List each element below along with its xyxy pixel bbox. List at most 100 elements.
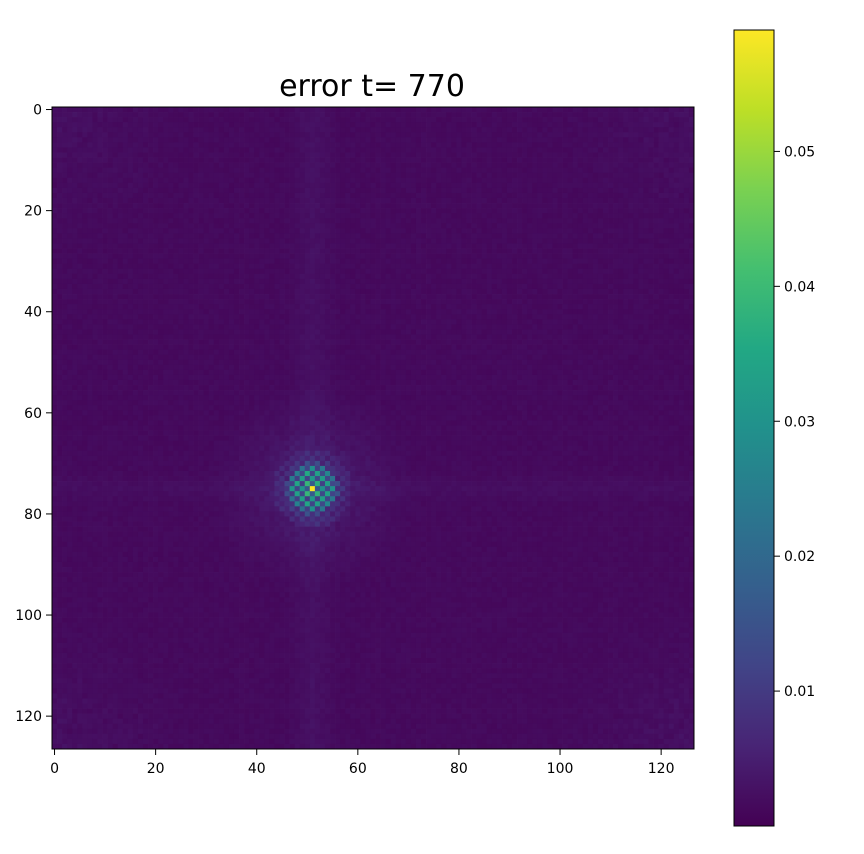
heatmap-cell	[477, 153, 482, 158]
heatmap-cell	[249, 163, 254, 168]
heatmap-cell	[320, 269, 325, 274]
heatmap-cell	[158, 218, 163, 223]
heatmap-cell	[143, 294, 148, 299]
heatmap-cell	[431, 279, 436, 284]
heatmap-cell	[618, 183, 623, 188]
heatmap-cell	[628, 193, 633, 198]
heatmap-cell	[143, 158, 148, 163]
heatmap-cell	[128, 137, 133, 142]
heatmap-cell	[67, 142, 72, 147]
heatmap-cell	[679, 238, 684, 243]
heatmap-cell	[183, 153, 188, 158]
heatmap-cell	[108, 208, 113, 213]
heatmap-cell	[654, 188, 659, 193]
heatmap-cell	[593, 142, 598, 147]
heatmap-cell	[113, 264, 118, 269]
heatmap-cell	[285, 289, 290, 294]
heatmap-cell	[487, 249, 492, 254]
heatmap-cell	[325, 208, 330, 213]
heatmap-cell	[527, 284, 532, 289]
heatmap-cell	[234, 117, 239, 122]
heatmap-cell	[472, 183, 477, 188]
heatmap-cell	[573, 173, 578, 178]
heatmap-cell	[229, 228, 234, 233]
heatmap-cell	[113, 183, 118, 188]
heatmap-cell	[401, 173, 406, 178]
heatmap-cell	[290, 117, 295, 122]
heatmap-cell	[456, 188, 461, 193]
heatmap-cell	[654, 163, 659, 168]
heatmap-cell	[285, 264, 290, 269]
heatmap-cell	[411, 178, 416, 183]
heatmap-cell	[82, 173, 87, 178]
heatmap-cell	[431, 183, 436, 188]
heatmap-cell	[376, 213, 381, 218]
heatmap-cell	[77, 243, 82, 248]
heatmap-cell	[537, 188, 542, 193]
heatmap-cell	[542, 117, 547, 122]
heatmap-cell	[396, 294, 401, 299]
heatmap-cell	[654, 137, 659, 142]
heatmap-cell	[153, 198, 158, 203]
heatmap-cell	[52, 254, 57, 259]
heatmap-cell	[360, 228, 365, 233]
heatmap-cell	[204, 112, 209, 117]
heatmap-cell	[487, 158, 492, 163]
heatmap-cell	[573, 208, 578, 213]
heatmap-cell	[310, 243, 315, 248]
heatmap-cell	[456, 284, 461, 289]
heatmap-cell	[370, 213, 375, 218]
heatmap-cell	[613, 158, 618, 163]
heatmap-cell	[456, 153, 461, 158]
heatmap-cell	[163, 158, 168, 163]
heatmap-cell	[92, 168, 97, 173]
heatmap-cell	[649, 132, 654, 137]
heatmap-cell	[401, 163, 406, 168]
heatmap-cell	[264, 279, 269, 284]
heatmap-cell	[532, 173, 537, 178]
heatmap-cell	[684, 289, 689, 294]
heatmap-cell	[376, 208, 381, 213]
heatmap-cell	[340, 142, 345, 147]
heatmap-cell	[654, 117, 659, 122]
heatmap-cell	[608, 188, 613, 193]
heatmap-cell	[532, 147, 537, 152]
heatmap-cell	[254, 153, 259, 158]
heatmap-cell	[502, 112, 507, 117]
heatmap-cell	[244, 218, 249, 223]
heatmap-cell	[118, 228, 123, 233]
heatmap-cell	[674, 112, 679, 117]
heatmap-cell	[472, 208, 477, 213]
heatmap-cell	[461, 223, 466, 228]
heatmap-cell	[608, 208, 613, 213]
heatmap-cell	[188, 284, 193, 289]
heatmap-cell	[194, 243, 199, 248]
heatmap-cell	[370, 243, 375, 248]
heatmap-cell	[178, 294, 183, 299]
heatmap-cell	[224, 147, 229, 152]
heatmap-cell	[67, 173, 72, 178]
heatmap-cell	[547, 183, 552, 188]
heatmap-cell	[269, 112, 274, 117]
heatmap-cell	[406, 132, 411, 137]
heatmap-cell	[62, 127, 67, 132]
heatmap-cell	[497, 117, 502, 122]
heatmap-cell	[269, 198, 274, 203]
heatmap-cell	[290, 254, 295, 259]
heatmap-cell	[502, 132, 507, 137]
heatmap-cell	[563, 279, 568, 284]
heatmap-cell	[477, 213, 482, 218]
heatmap-cell	[381, 284, 386, 289]
heatmap-cell	[421, 289, 426, 294]
heatmap-cell	[77, 203, 82, 208]
heatmap-cell	[325, 117, 330, 122]
heatmap-cell	[108, 213, 113, 218]
heatmap-cell	[381, 153, 386, 158]
heatmap-cell	[522, 249, 527, 254]
heatmap-cell	[269, 168, 274, 173]
heatmap-cell	[386, 289, 391, 294]
heatmap-cell	[381, 107, 386, 112]
heatmap-cell	[305, 142, 310, 147]
heatmap-cell	[633, 117, 638, 122]
heatmap-cell	[295, 274, 300, 279]
